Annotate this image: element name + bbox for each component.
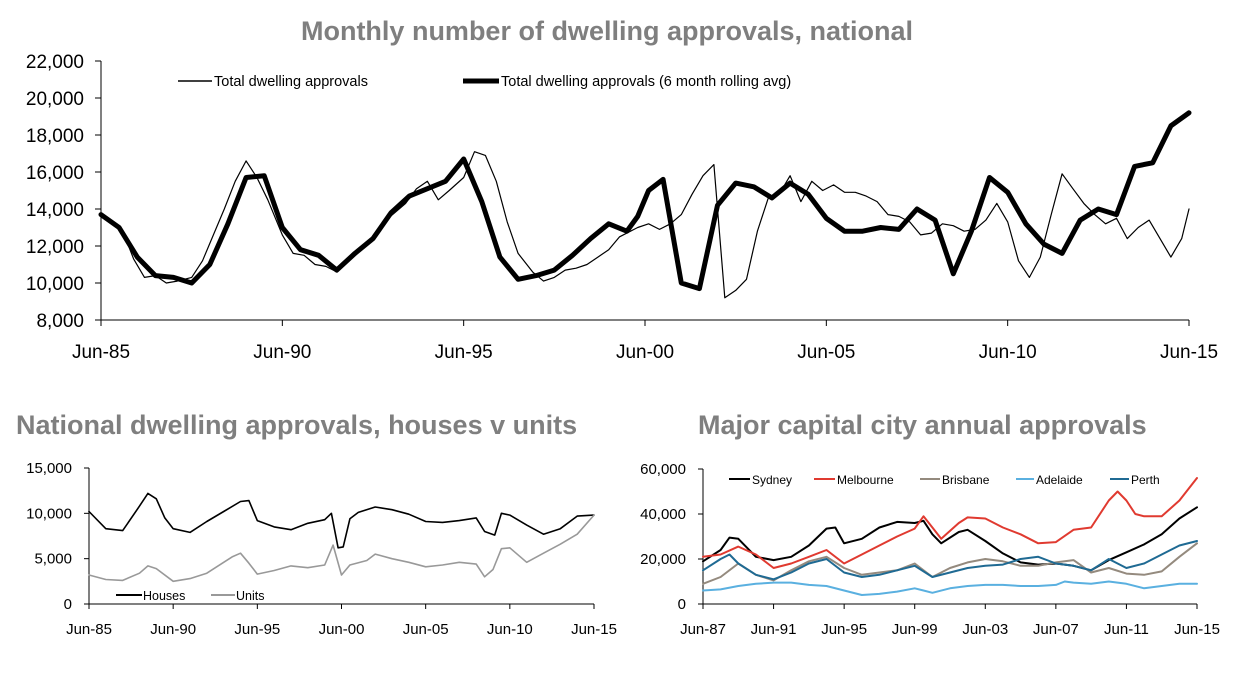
legend-label-units: Units (236, 589, 264, 603)
y-tick-label: 8,000 (36, 311, 84, 332)
x-tick-label: Jun-00 (616, 342, 674, 363)
x-tick-label: Jun-99 (892, 621, 938, 638)
x-tick-label: Jun-05 (797, 342, 855, 363)
x-tick-label: Jun-10 (979, 342, 1037, 363)
legend-label-houses: Houses (143, 589, 185, 603)
series-line-total-dwelling-approvals (100, 151, 1190, 299)
chart-national: 8,000 10,000 12,000 14,000 16,000 18,000 20,00… (26, 52, 1218, 363)
series-line-brisbane (702, 542, 1198, 585)
chart-title-national: Monthly number of dwelling approvals, na… (300, 16, 914, 46)
legend-label-melbourne: Melbourne (837, 473, 894, 487)
legend-label-total-dwelling-approvals-6-month-rolling-avg: Total dwelling approvals (6 month rollin… (501, 74, 791, 90)
x-tick-label: Jun-90 (253, 342, 311, 363)
y-tick-label: 60,000 (640, 461, 686, 478)
y-tick-label: 12,000 (26, 237, 84, 258)
x-tick-label: Jun-05 (403, 621, 449, 638)
x-tick-label: Jun-95 (821, 621, 867, 638)
series-line-melbourne (702, 477, 1198, 569)
y-tick-label: 40,000 (640, 506, 686, 523)
y-tick-label: 5,000 (34, 551, 72, 568)
x-tick-label: Jun-91 (751, 621, 797, 638)
x-tick-label: Jun-85 (72, 342, 130, 363)
legend-label-brisbane: Brisbane (942, 473, 990, 487)
x-tick-label: Jun-85 (66, 621, 112, 638)
x-tick-label: Jun-11 (1104, 621, 1149, 638)
series-line-sydney (702, 506, 1198, 572)
series-line-houses (88, 492, 595, 549)
series-line-perth (702, 540, 1198, 581)
y-tick-label: 22,000 (26, 52, 84, 73)
x-tick-label: Jun-00 (319, 621, 365, 638)
y-tick-label: 20,000 (640, 551, 686, 568)
chart-title-capital-cities: Major capital city annual approvals (698, 410, 1147, 440)
x-tick-label: Jun-95 (234, 621, 280, 638)
x-tick-label: Jun-15 (571, 621, 617, 638)
x-tick-label: Jun-03 (962, 621, 1008, 638)
x-tick-label: Jun-15 (1174, 621, 1220, 638)
x-tick-label: Jun-15 (1160, 342, 1218, 363)
legend-label-perth: Perth (1131, 473, 1160, 487)
x-tick-label: Jun-10 (487, 621, 533, 638)
y-tick-label: 20,000 (26, 89, 84, 110)
x-tick-label: Jun-87 (680, 621, 726, 638)
y-tick-label: 14,000 (26, 200, 84, 221)
y-tick-label: 0 (678, 596, 686, 613)
y-tick-label: 16,000 (26, 163, 84, 184)
chart-houses-units: 0 5,000 10,000 15,000 Jun-85 Jun-90 Jun-95 Jun-… (26, 460, 617, 638)
series-line-adelaide (702, 580, 1198, 596)
y-tick-label: 15,000 (26, 460, 72, 477)
legend-label-sydney: Sydney (752, 473, 792, 487)
series-line-units (88, 514, 595, 583)
y-tick-label: 10,000 (26, 505, 72, 522)
y-tick-label: 0 (64, 596, 72, 613)
legend-label-adelaide: Adelaide (1036, 473, 1083, 487)
x-tick-label: Jun-95 (435, 342, 493, 363)
chart-capital-cities: 0 20,000 40,000 60,000 Jun-87 Jun-91 Jun-95 Jun… (640, 461, 1220, 638)
series-line-total-dwelling-approvals-6-month-rolling-avg (98, 110, 1192, 292)
chart-title-houses-units: National dwelling approvals, houses v un… (16, 410, 578, 440)
legend-label-total-dwelling-approvals: Total dwelling approvals (214, 74, 368, 90)
y-tick-label: 18,000 (26, 126, 84, 147)
x-tick-label: Jun-90 (150, 621, 196, 638)
x-tick-label: Jun-07 (1033, 621, 1079, 638)
y-tick-label: 10,000 (26, 274, 84, 295)
